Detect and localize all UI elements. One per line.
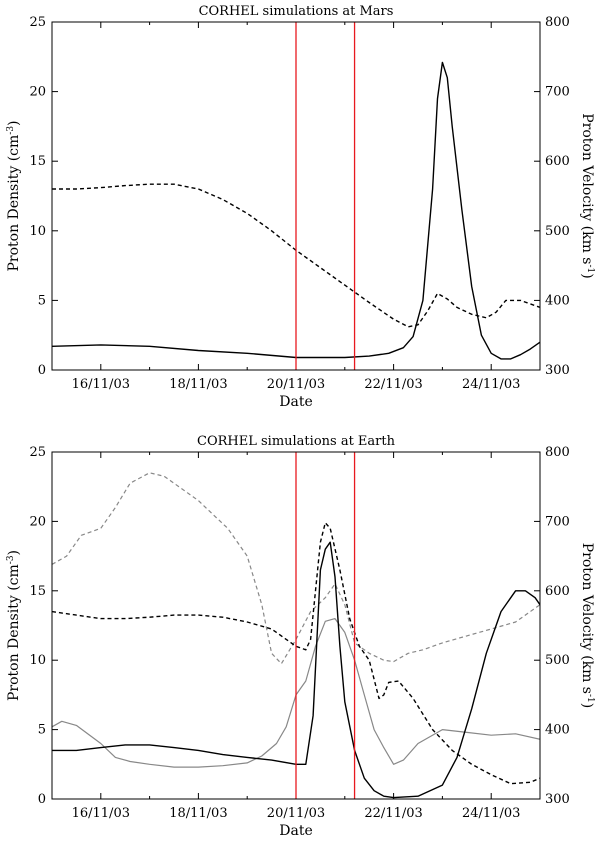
y-tick-label: 5 [38, 293, 46, 308]
x-tick-label: 20/11/03 [267, 806, 325, 821]
y-tick-label: 0 [38, 792, 46, 807]
y-tick-label: 10 [29, 653, 46, 668]
y-tick-label: 25 [29, 445, 46, 460]
x-tick-label: 16/11/03 [72, 377, 130, 392]
y2-tick-label: 500 [545, 224, 570, 239]
y2-tick-label: 400 [545, 293, 570, 308]
y2-tick-label: 600 [545, 154, 570, 169]
series-line-2 [52, 183, 540, 328]
series-line-3 [52, 617, 540, 768]
chart-title: CORHEL simulations at Mars [199, 4, 394, 19]
x-tick-label: 22/11/03 [364, 377, 422, 392]
series-line-1 [52, 541, 540, 799]
y-tick-label: 15 [29, 154, 46, 169]
y-tick-label: 0 [38, 363, 46, 378]
y2-tick-label: 300 [545, 792, 570, 807]
x-tick-label: 24/11/03 [462, 377, 520, 392]
plot-frame [51, 21, 541, 371]
y-tick-label: 10 [29, 224, 46, 239]
x-axis-title: Date [279, 394, 312, 410]
y-axis-title: Proton Density (cm-3) [6, 120, 22, 271]
x-tick-label: 16/11/03 [72, 806, 130, 821]
series-line-1 [52, 61, 540, 360]
y-tick-label: 20 [29, 85, 46, 100]
y2-axis-title: Proton Velocity (km s-1) [579, 113, 595, 279]
y2-tick-label: 800 [545, 15, 570, 30]
y2-tick-label: 800 [545, 445, 570, 460]
x-tick-label: 20/11/03 [267, 377, 325, 392]
y-tick-label: 5 [38, 723, 46, 738]
plot-frame [51, 451, 541, 800]
x-tick-label: 22/11/03 [364, 806, 422, 821]
y2-tick-label: 400 [545, 723, 570, 738]
y-tick-label: 15 [29, 584, 46, 599]
x-tick-label: 24/11/03 [462, 806, 520, 821]
y2-tick-label: 500 [545, 653, 570, 668]
y2-tick-label: 700 [545, 85, 570, 100]
chart-panel-1: CORHEL simulations at Mars 16/11/03 18/11/… [6, 4, 595, 410]
x-axis-title: Date [279, 823, 312, 839]
y-tick-label: 25 [29, 15, 46, 30]
y-axis-title: Proton Density (cm-3) [6, 550, 22, 701]
y2-tick-label: 600 [545, 584, 570, 599]
y2-tick-label: 700 [545, 514, 570, 529]
x-tick-label: 18/11/03 [169, 377, 227, 392]
y2-tick-label: 300 [545, 363, 570, 378]
chart-title: CORHEL simulations at Earth [197, 434, 396, 449]
x-tick-label: 18/11/03 [169, 806, 227, 821]
y2-axis-title: Proton Velocity (km s-1) [579, 543, 595, 709]
series-line-2 [52, 522, 540, 785]
y-tick-label: 20 [29, 514, 46, 529]
chart-panel-2: CORHEL simulations at Earth 16/11/03 18/11… [6, 434, 595, 839]
series-line-4 [52, 472, 540, 665]
